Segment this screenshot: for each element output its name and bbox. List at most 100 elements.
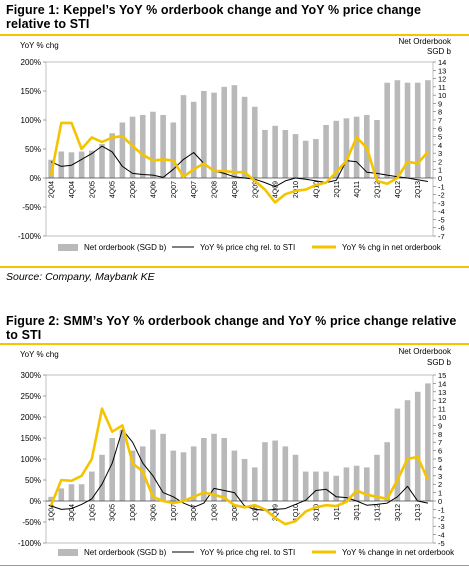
orderbook-bar: [241, 96, 248, 178]
orderbook-bar: [211, 92, 217, 178]
orderbook-bar: [231, 85, 238, 178]
orderbook-bar: [221, 438, 228, 501]
x-tick-label: 3Q08: [232, 504, 239, 521]
orderbook-bar: [201, 91, 207, 178]
orderbook-bar: [292, 134, 299, 178]
orderbook-bar: [404, 400, 411, 501]
right-tick-label: 10: [438, 413, 446, 422]
right-tick-label: -6: [438, 224, 445, 233]
orderbook-bar: [333, 475, 340, 501]
right-tick-label: -5: [438, 539, 445, 548]
legend-bar-label: Net orderbook (SGD b): [84, 548, 167, 557]
right-axis-title: Net Orderbook: [399, 37, 452, 46]
x-tick-label: 4Q08: [232, 181, 239, 198]
right-tick-label: 8: [438, 430, 442, 439]
left-tick-label: 300%: [21, 371, 41, 380]
left-tick-label: -100%: [18, 539, 41, 548]
x-tick-label: 1Q09: [252, 504, 259, 521]
x-tick-label: 3Q06: [150, 504, 157, 521]
right-tick-label: 12: [438, 396, 446, 405]
right-tick-label: 10: [438, 91, 446, 100]
x-tick-label: 4Q05: [110, 181, 117, 198]
right-tick-label: -2: [438, 514, 445, 523]
orderbook-change-line: [49, 121, 429, 204]
orderbook-bar: [119, 429, 126, 501]
right-tick-label: 7: [438, 438, 442, 447]
x-tick-label: 1Q07: [171, 504, 178, 521]
orderbook-bar: [78, 484, 85, 501]
x-tick-label: 4Q06: [150, 181, 157, 198]
right-axis-unit: SGD b: [427, 47, 452, 56]
figure-1-bottom-rule: [0, 266, 469, 268]
left-tick-label: 100%: [21, 455, 41, 464]
orderbook-bar: [282, 129, 289, 178]
orderbook-bar: [58, 488, 65, 501]
left-tick-label: 200%: [21, 413, 41, 422]
right-tick-label: 15: [438, 371, 446, 380]
x-tick-label: 3Q09: [273, 504, 280, 521]
orderbook-bar: [109, 438, 115, 501]
orderbook-bar: [211, 433, 217, 501]
orderbook-bar: [241, 459, 248, 501]
x-tick-label: 3Q05: [110, 504, 117, 521]
right-tick-label: 5: [438, 455, 442, 464]
right-tick-label: 0: [438, 174, 442, 183]
orderbook-bar: [99, 144, 105, 178]
x-tick-label: 1Q11: [334, 504, 341, 521]
right-tick-label: -4: [438, 207, 445, 216]
left-tick-label: 0%: [29, 174, 41, 183]
right-tick-label: 6: [438, 447, 442, 456]
orderbook-bar: [150, 111, 156, 178]
x-tick-label: 2Q09: [252, 181, 259, 198]
orderbook-bar: [414, 391, 421, 501]
orderbook-bar: [394, 408, 401, 501]
x-tick-label: 2Q06: [130, 181, 137, 198]
left-tick-label: -50%: [22, 518, 41, 527]
figure-1-title: Figure 1: Keppel’s YoY % orderbook chang…: [6, 3, 422, 31]
right-tick-label: 1: [438, 489, 442, 498]
orderbook-bar: [343, 118, 350, 178]
orderbook-bar: [119, 122, 126, 178]
orderbook-bar: [160, 115, 166, 178]
orderbook-bar: [68, 484, 75, 501]
right-tick-label: 3: [438, 472, 442, 481]
orderbook-bar: [353, 465, 360, 501]
orderbook-bar: [425, 383, 431, 501]
x-tick-label: 2Q08: [212, 181, 219, 198]
figure-1-source: Source: Company, Maybank KE: [6, 271, 155, 283]
orderbook-bar: [384, 82, 390, 178]
right-tick-label: 1: [438, 166, 442, 175]
right-tick-label: 4: [438, 141, 442, 150]
orderbook-bar: [190, 101, 197, 178]
right-tick-label: 11: [438, 83, 446, 92]
left-axis-title: YoY % chg: [20, 350, 59, 359]
orderbook-bar: [262, 442, 268, 501]
right-tick-label: 5: [438, 133, 442, 142]
orderbook-bar: [313, 139, 319, 178]
orderbook-bar: [170, 450, 177, 501]
x-tick-label: 4Q09: [273, 181, 280, 198]
right-tick-label: 8: [438, 108, 442, 117]
right-tick-label: 14: [438, 379, 446, 388]
orderbook-bar: [282, 446, 289, 501]
orderbook-bar: [313, 471, 319, 501]
right-tick-label: 0: [438, 497, 442, 506]
x-tick-label: 4Q12: [395, 181, 402, 198]
legend-bar-label: Net orderbook (SGD b): [84, 243, 167, 252]
right-tick-label: 13: [438, 66, 446, 75]
orderbook-bar: [129, 450, 136, 501]
orderbook-bar: [190, 446, 197, 501]
orderbook-bar: [180, 452, 187, 501]
legend-bar-swatch: [58, 244, 78, 251]
orderbook-bar: [353, 116, 360, 178]
orderbook-bar: [89, 471, 95, 501]
legend-orderbook-label: YoY % change in net orderbook: [342, 548, 455, 557]
x-tick-label: 1Q08: [212, 504, 219, 521]
orderbook-bar: [272, 440, 278, 501]
right-tick-label: 9: [438, 421, 442, 430]
orderbook-bar: [272, 125, 278, 178]
right-axis-title: Net Orderbook: [399, 347, 452, 356]
orderbook-bar: [323, 124, 329, 178]
orderbook-bar: [251, 467, 258, 501]
